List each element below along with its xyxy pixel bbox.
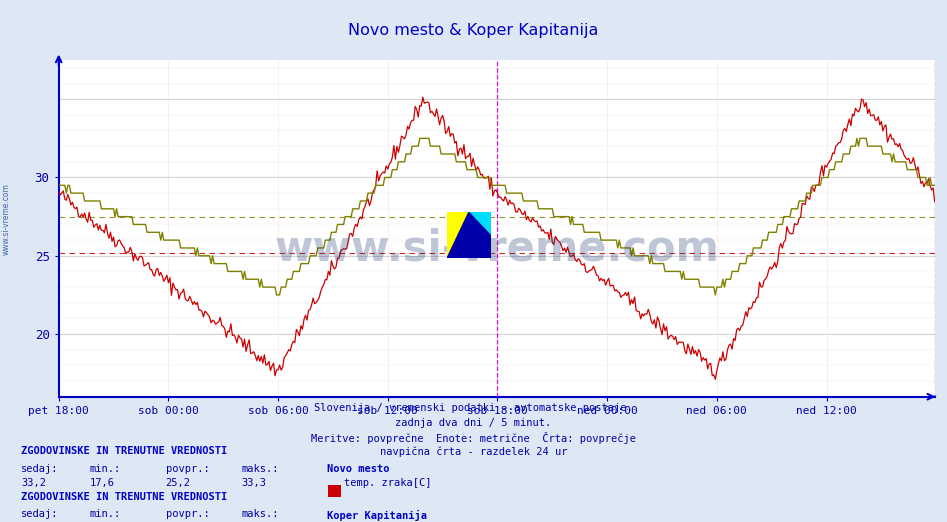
Text: sedaj:: sedaj: xyxy=(21,464,59,473)
Text: 17,6: 17,6 xyxy=(90,478,115,488)
Text: povpr.:: povpr.: xyxy=(166,509,209,519)
Text: maks.:: maks.: xyxy=(241,509,279,519)
Text: min.:: min.: xyxy=(90,509,121,519)
Text: Novo mesto & Koper Kapitanija: Novo mesto & Koper Kapitanija xyxy=(348,23,599,39)
Text: ZGODOVINSKE IN TRENUTNE VREDNOSTI: ZGODOVINSKE IN TRENUTNE VREDNOSTI xyxy=(21,492,227,502)
Text: min.:: min.: xyxy=(90,464,121,473)
Text: www.si-vreme.com: www.si-vreme.com xyxy=(1,183,10,255)
Text: 33,3: 33,3 xyxy=(241,478,266,488)
Text: temp. zraka[C]: temp. zraka[C] xyxy=(344,478,431,488)
Text: navpična črta - razdelek 24 ur: navpična črta - razdelek 24 ur xyxy=(380,447,567,457)
Text: 25,2: 25,2 xyxy=(166,478,190,488)
Text: sedaj:: sedaj: xyxy=(21,509,59,519)
Text: zadnja dva dni / 5 minut.: zadnja dva dni / 5 minut. xyxy=(396,418,551,428)
Text: Slovenija / vremenski podatki - avtomatske postaje.: Slovenija / vremenski podatki - avtomats… xyxy=(314,403,633,413)
Text: www.si-vreme.com: www.si-vreme.com xyxy=(275,228,719,269)
Text: povpr.:: povpr.: xyxy=(166,464,209,473)
Text: Koper Kapitanija: Koper Kapitanija xyxy=(327,509,427,520)
Text: ZGODOVINSKE IN TRENUTNE VREDNOSTI: ZGODOVINSKE IN TRENUTNE VREDNOSTI xyxy=(21,446,227,456)
Text: maks.:: maks.: xyxy=(241,464,279,473)
Text: 33,2: 33,2 xyxy=(21,478,45,488)
Polygon shape xyxy=(469,212,491,235)
Polygon shape xyxy=(447,212,491,258)
Text: Meritve: povprečne  Enote: metrične  Črta: povprečje: Meritve: povprečne Enote: metrične Črta:… xyxy=(311,432,636,444)
Text: Novo mesto: Novo mesto xyxy=(327,464,389,473)
